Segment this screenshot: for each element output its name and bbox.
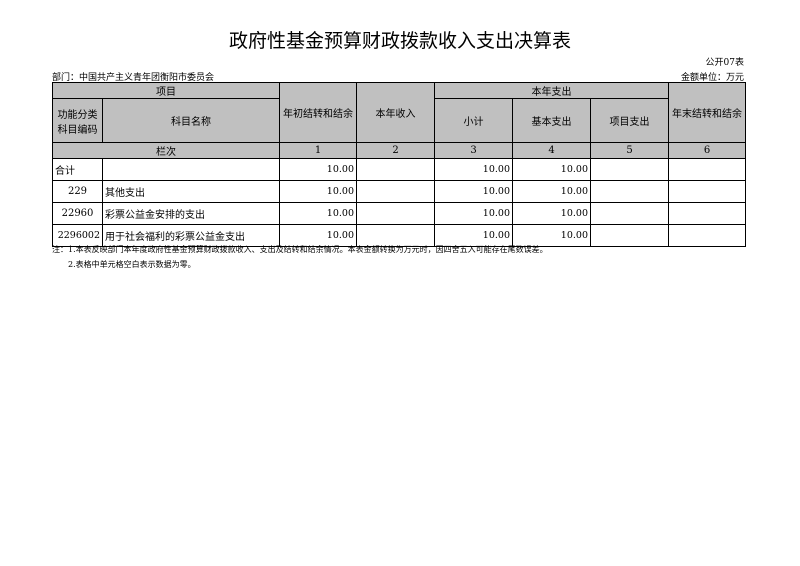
row-project xyxy=(590,158,669,181)
row-begin: 10.00 xyxy=(279,158,357,181)
note-1: 注：1.本表反映部门本年度政府性基金预算财政拨款收入、支出及结转和结余情况。本表… xyxy=(52,245,548,254)
unit-label: 金额单位：万元 xyxy=(680,73,744,83)
row-begin: 10.00 xyxy=(279,224,357,247)
row-end xyxy=(668,202,746,225)
row-name: 其他支出 xyxy=(102,180,280,203)
budget-table: 项目 年初结转和结余 本年收入 本年支出 年末结转和结余 功能分类科目编码 科目… xyxy=(52,82,746,247)
header-begin: 年初结转和结余 xyxy=(279,82,357,143)
department-label: 部门：中国共产主义青年团衡阳市委员会 xyxy=(52,73,215,83)
col-index-label: 栏次 xyxy=(52,142,280,159)
col-index: 3 xyxy=(434,142,513,159)
table-row: 229 其他支出 10.00 10.00 10.00 xyxy=(52,180,746,203)
col-index: 6 xyxy=(668,142,746,159)
row-begin: 10.00 xyxy=(279,180,357,203)
row-end xyxy=(668,158,746,181)
header-end: 年末结转和结余 xyxy=(668,82,746,143)
header-project: 项目支出 xyxy=(590,98,669,143)
header-code: 功能分类科目编码 xyxy=(52,98,103,143)
row-code: 22960 xyxy=(52,202,103,225)
header-income: 本年收入 xyxy=(356,82,435,143)
row-basic: 10.00 xyxy=(512,202,591,225)
row-basic: 10.00 xyxy=(512,158,591,181)
col-index: 5 xyxy=(590,142,669,159)
row-begin: 10.00 xyxy=(279,202,357,225)
page-title: 政府性基金预算财政拨款收入支出决算表 xyxy=(228,30,571,52)
row-project xyxy=(590,224,669,247)
row-income xyxy=(356,158,435,181)
col-index: 1 xyxy=(279,142,357,159)
col-index: 4 xyxy=(512,142,591,159)
row-basic: 10.00 xyxy=(512,180,591,203)
row-subtotal: 10.00 xyxy=(434,224,513,247)
row-name xyxy=(102,158,280,181)
header-name: 科目名称 xyxy=(102,98,280,143)
header-expense: 本年支出 xyxy=(434,82,669,99)
table-row: 合计 10.00 10.00 10.00 xyxy=(52,158,746,181)
row-income xyxy=(356,180,435,203)
row-code: 合计 xyxy=(52,158,103,181)
col-index: 2 xyxy=(356,142,435,159)
table-row: 2296002 用于社会福利的彩票公益金支出 10.00 10.00 10.00 xyxy=(52,224,746,247)
row-income xyxy=(356,202,435,225)
row-subtotal: 10.00 xyxy=(434,202,513,225)
table-row: 22960 彩票公益金安排的支出 10.00 10.00 10.00 xyxy=(52,202,746,225)
row-end xyxy=(668,224,746,247)
note-2: 2.表格中单元格空白表示数据为零。 xyxy=(68,260,196,269)
row-project xyxy=(590,180,669,203)
header-subtotal: 小计 xyxy=(434,98,513,143)
table-code: 公开07表 xyxy=(705,58,744,68)
header-basic: 基本支出 xyxy=(512,98,591,143)
row-subtotal: 10.00 xyxy=(434,158,513,181)
row-subtotal: 10.00 xyxy=(434,180,513,203)
row-project xyxy=(590,202,669,225)
row-end xyxy=(668,180,746,203)
row-code: 229 xyxy=(52,180,103,203)
row-name: 彩票公益金安排的支出 xyxy=(102,202,280,225)
header-item: 项目 xyxy=(52,82,280,99)
